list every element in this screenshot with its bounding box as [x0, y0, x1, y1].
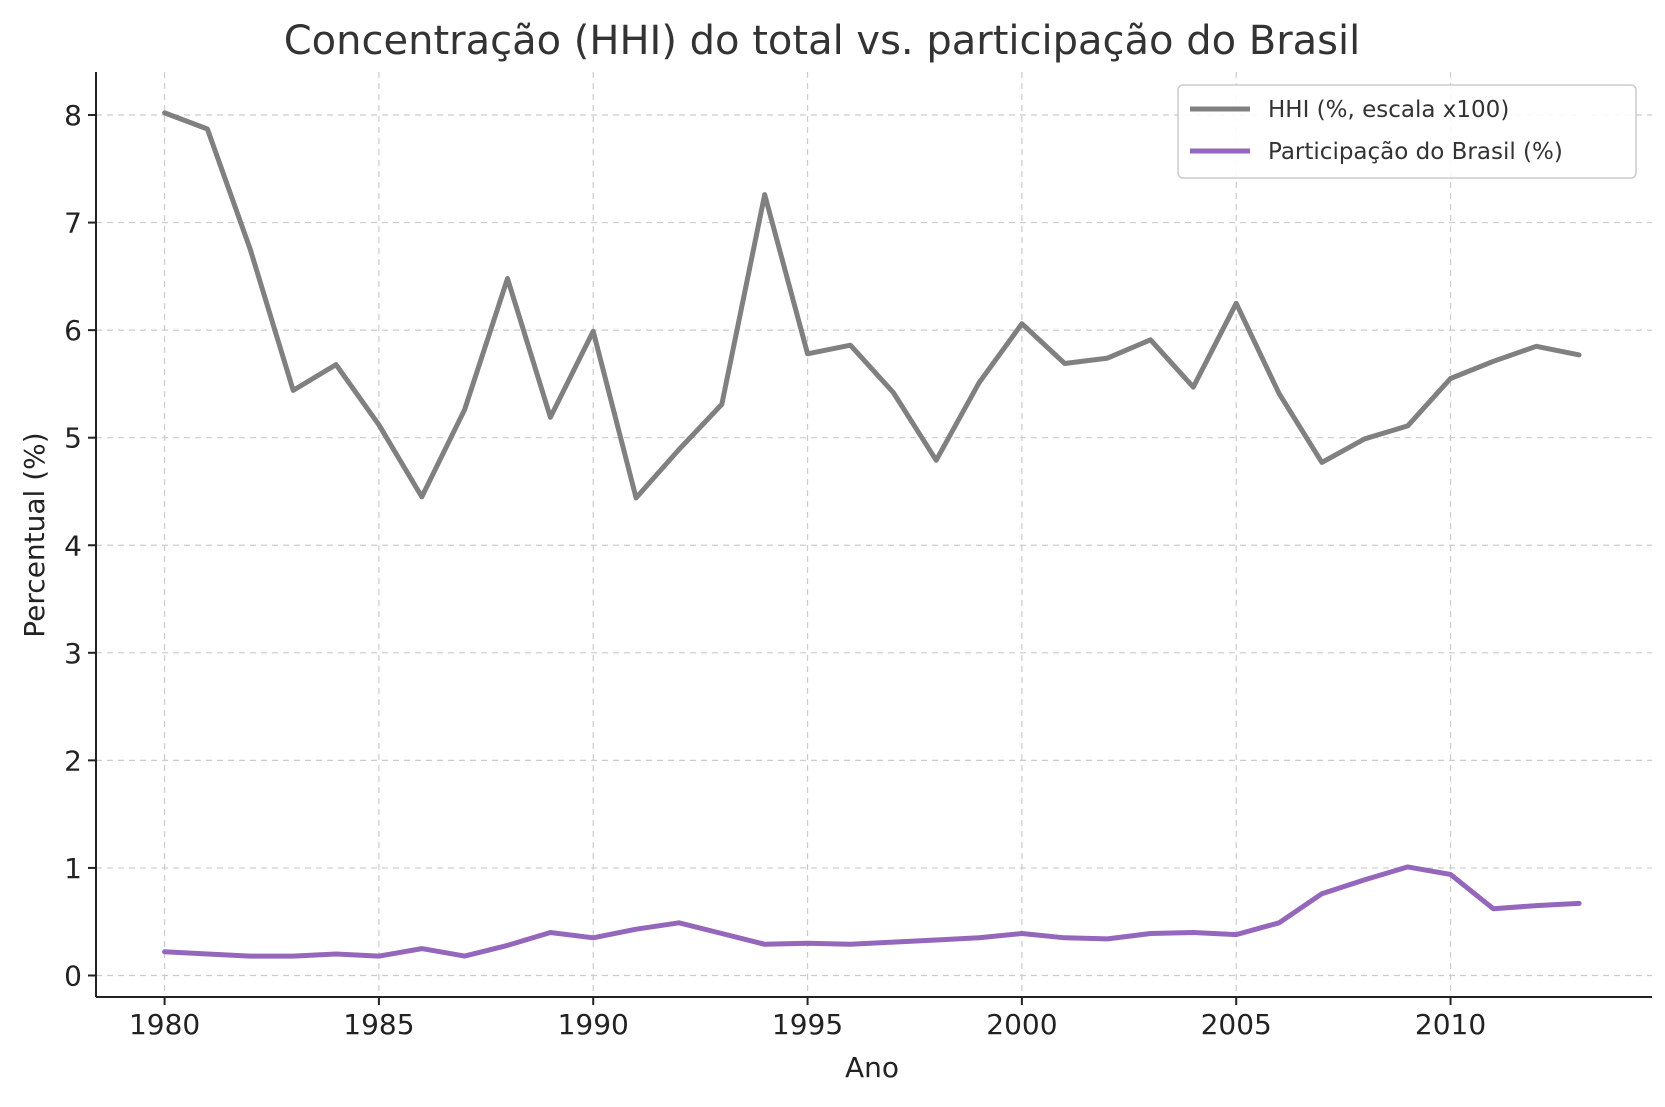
- legend: HHI (%, escala x100) Participação do Bra…: [1177, 84, 1637, 179]
- legend-label-hhi: HHI (%, escala x100): [1268, 97, 1509, 123]
- y-tick-label: 0: [64, 959, 82, 992]
- x-tick-label: 1985: [343, 1008, 414, 1041]
- y-axis-label: Percentual (%): [18, 432, 51, 637]
- legend-box: [1177, 84, 1637, 179]
- chart-title: Concentração (HHI) do total vs. particip…: [284, 18, 1361, 64]
- x-tick-label: 2000: [986, 1008, 1057, 1041]
- x-tick-label: 1990: [558, 1008, 629, 1041]
- x-tick-label: 1995: [772, 1008, 843, 1041]
- axis-ticks: 1980 1985 1990 1995 2000 2005 2010 0 1 2 3 4 5 6 7 8: [64, 99, 1486, 1041]
- y-tick-label: 8: [64, 99, 82, 132]
- series-lines: [162, 110, 1582, 959]
- x-tick-label: 1980: [129, 1008, 200, 1041]
- y-tick-label: 5: [64, 422, 82, 455]
- x-tick-label: 2005: [1201, 1008, 1272, 1041]
- legend-label-brasil: Participação do Brasil (%): [1268, 139, 1563, 165]
- y-tick-label: 4: [64, 529, 82, 562]
- series-line-brasil: [162, 864, 1582, 959]
- y-tick-label: 2: [64, 744, 82, 777]
- y-tick-label: 1: [64, 852, 82, 885]
- x-axis-label: Ano: [845, 1051, 899, 1084]
- y-tick-label: 7: [64, 207, 82, 240]
- y-tick-label: 3: [64, 637, 82, 670]
- series-line-hhi: [162, 110, 1582, 501]
- grid: [96, 72, 1652, 997]
- y-tick-label: 6: [64, 314, 82, 347]
- x-tick-label: 2010: [1415, 1008, 1486, 1041]
